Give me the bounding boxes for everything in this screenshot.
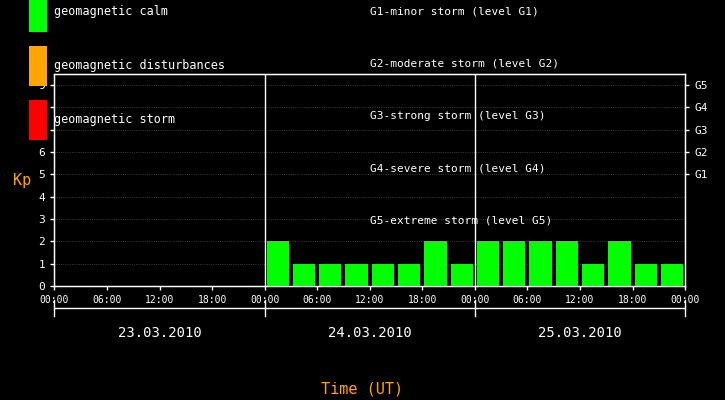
Text: geomagnetic storm: geomagnetic storm: [54, 114, 175, 126]
Bar: [345, 264, 368, 286]
Bar: [450, 264, 473, 286]
Text: G5-extreme storm (level G5): G5-extreme storm (level G5): [370, 215, 552, 225]
Bar: [555, 241, 578, 286]
Text: G3-strong storm (level G3): G3-strong storm (level G3): [370, 111, 545, 121]
Bar: [267, 241, 289, 286]
Y-axis label: Kp: Kp: [13, 172, 31, 188]
Bar: [529, 241, 552, 286]
Bar: [293, 264, 315, 286]
Bar: [503, 241, 526, 286]
Text: 23.03.2010: 23.03.2010: [117, 326, 202, 340]
Bar: [660, 264, 683, 286]
Text: G2-moderate storm (level G2): G2-moderate storm (level G2): [370, 59, 559, 69]
Bar: [319, 264, 341, 286]
Bar: [398, 264, 420, 286]
Bar: [477, 241, 500, 286]
Text: G1-minor storm (level G1): G1-minor storm (level G1): [370, 7, 539, 17]
Text: 24.03.2010: 24.03.2010: [328, 326, 412, 340]
Text: 25.03.2010: 25.03.2010: [538, 326, 622, 340]
Bar: [582, 264, 605, 286]
Bar: [634, 264, 657, 286]
Bar: [424, 241, 447, 286]
Bar: [372, 264, 394, 286]
Text: G4-severe storm (level G4): G4-severe storm (level G4): [370, 163, 545, 173]
Text: Time (UT): Time (UT): [321, 381, 404, 396]
Bar: [608, 241, 631, 286]
Text: geomagnetic disturbances: geomagnetic disturbances: [54, 60, 225, 72]
Text: geomagnetic calm: geomagnetic calm: [54, 6, 168, 18]
